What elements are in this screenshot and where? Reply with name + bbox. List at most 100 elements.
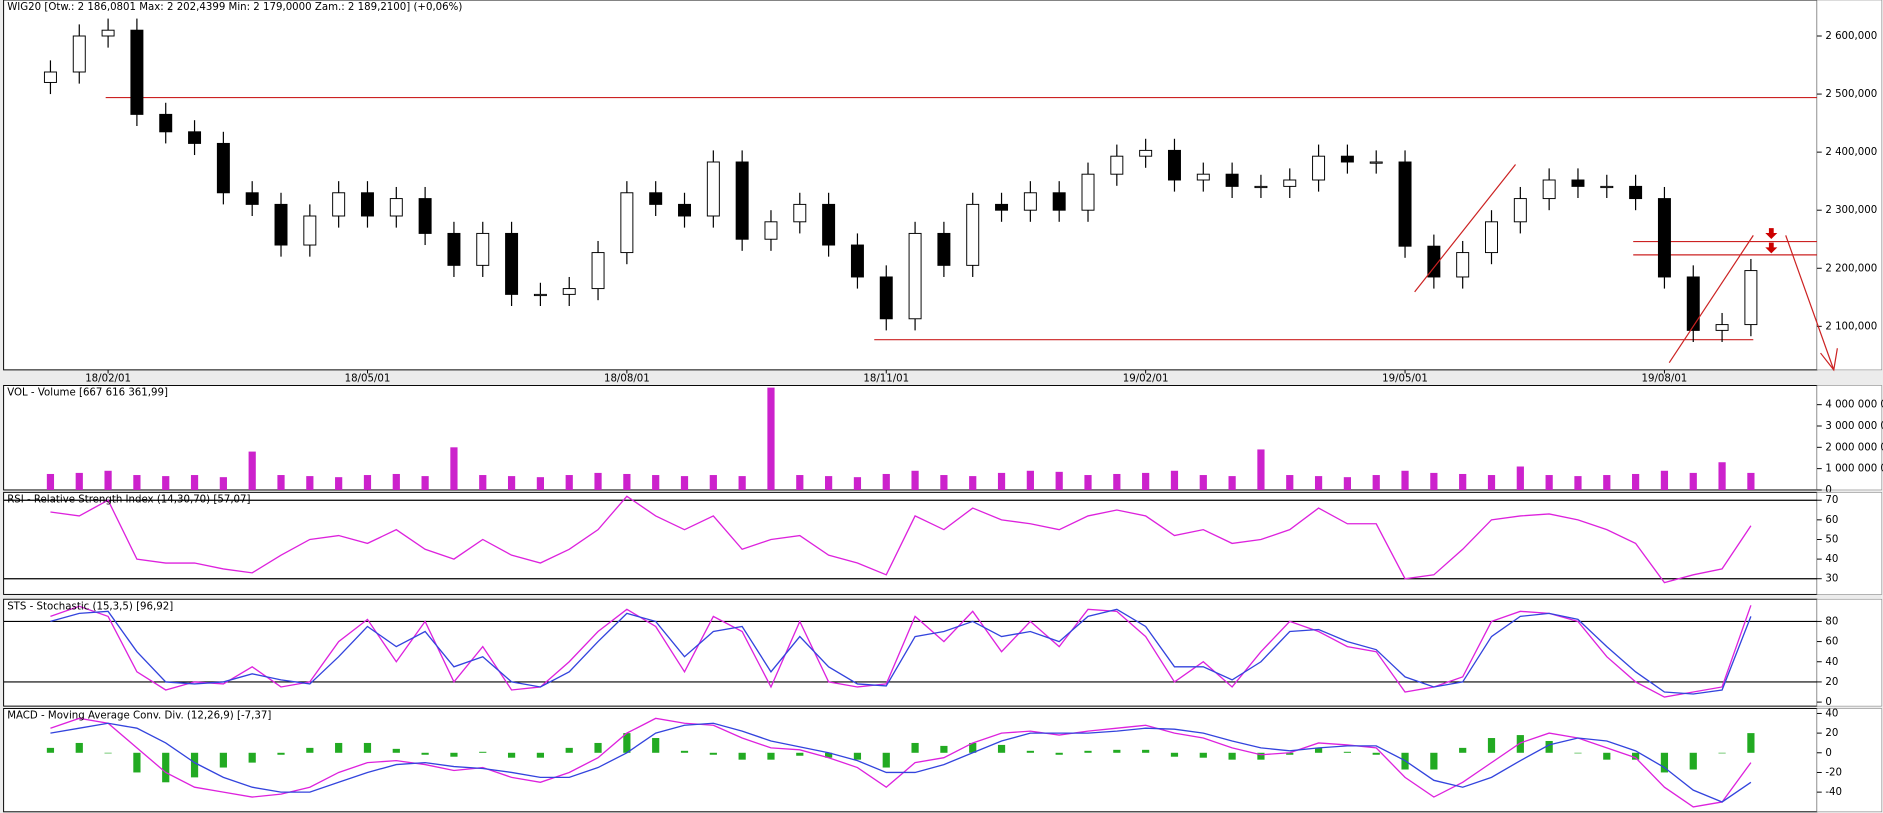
bar [1314, 476, 1323, 490]
bar [306, 747, 314, 753]
candle-body [418, 198, 432, 234]
candle-body [995, 203, 1009, 211]
bar [1545, 740, 1553, 753]
candle-body [1513, 198, 1527, 223]
candle-body [937, 232, 951, 266]
bar [335, 742, 343, 753]
bar [46, 747, 55, 753]
bar [75, 742, 83, 753]
panel-axis [1816, 708, 1883, 813]
candle-body [533, 293, 547, 297]
candle-body [1167, 149, 1181, 181]
candle-body [1369, 161, 1383, 164]
candle-body [850, 244, 864, 278]
bar [1314, 747, 1323, 753]
y-tick-label: 2 000 000 000 [1825, 442, 1883, 453]
bar [1747, 472, 1755, 490]
candle-body [188, 131, 202, 144]
candle-body [72, 35, 86, 73]
bar [536, 477, 545, 490]
panel-plot [3, 385, 1818, 491]
projection-arrow [1820, 348, 1838, 372]
candle-body [649, 192, 663, 205]
projection-line [1785, 235, 1835, 371]
bar [219, 752, 227, 768]
y-tick-label: 0 [1825, 485, 1831, 496]
bar [940, 475, 948, 490]
x-tick-label: 19/05/01 [1382, 373, 1428, 384]
bar [1372, 475, 1380, 490]
candle-body [303, 215, 317, 246]
y-tick-label: 30 [1825, 574, 1838, 585]
series-line [50, 722, 1752, 803]
bar [825, 752, 833, 758]
series-line [50, 608, 1752, 695]
bar [1113, 749, 1121, 753]
candle-body [216, 142, 230, 194]
bar [623, 473, 631, 490]
bar [911, 742, 919, 753]
bar [1459, 473, 1467, 490]
candle-body [476, 232, 490, 266]
bar [594, 472, 602, 490]
candle-body [1110, 155, 1124, 175]
bar [767, 387, 775, 490]
bar [709, 475, 717, 490]
bar [1084, 750, 1092, 753]
y-tick-label: 2 400,000 [1825, 147, 1877, 158]
y-tick-label: 40 [1825, 657, 1838, 668]
bar [1574, 476, 1582, 490]
candle-body [360, 192, 374, 217]
bar [796, 475, 804, 490]
candle-body [1571, 179, 1585, 187]
candle-body [966, 203, 980, 266]
bar [450, 447, 458, 490]
series-line [50, 717, 1752, 808]
bar [680, 476, 689, 490]
x-tick-label: 18/08/01 [604, 373, 650, 384]
bar [911, 470, 919, 490]
bar [1459, 747, 1467, 753]
candle-body [620, 192, 634, 254]
bar [248, 451, 256, 490]
candle-body [1139, 149, 1153, 157]
panel-title: WIG20 [Otw.: 2 186,0801 Max: 2 202,4399 … [7, 2, 462, 13]
bar [1718, 752, 1726, 754]
y-tick-label: 4 000 000 000 [1825, 400, 1883, 411]
bar [997, 744, 1006, 753]
bar [1286, 475, 1294, 490]
bar [1574, 752, 1582, 754]
candle-body [1225, 173, 1239, 187]
candle-body [822, 203, 836, 246]
bar [450, 752, 458, 757]
bar [1603, 752, 1611, 760]
bar [1632, 752, 1640, 760]
bar [565, 747, 573, 753]
bar [1228, 752, 1236, 760]
panel-axis [1816, 0, 1883, 371]
bar [104, 470, 112, 490]
candle-body [1081, 173, 1095, 211]
candle-body [1312, 155, 1326, 181]
bar [363, 475, 372, 490]
bar [1747, 733, 1755, 753]
y-tick-label: -20 [1825, 767, 1842, 778]
bar [507, 752, 516, 758]
candle-body [591, 252, 605, 290]
bar [1343, 751, 1352, 753]
candle-body [274, 203, 288, 246]
bar [1660, 752, 1669, 773]
sell-signal [1765, 242, 1778, 254]
bar [190, 752, 199, 778]
bar [825, 476, 833, 490]
y-tick-label: 0 [1825, 748, 1831, 759]
candle-body [1600, 185, 1614, 189]
bar [133, 752, 141, 773]
bar [1084, 475, 1092, 490]
bar [1170, 752, 1179, 757]
candle-body [1485, 221, 1498, 254]
bar [1286, 752, 1294, 755]
bar [162, 752, 170, 783]
bar [507, 476, 516, 490]
